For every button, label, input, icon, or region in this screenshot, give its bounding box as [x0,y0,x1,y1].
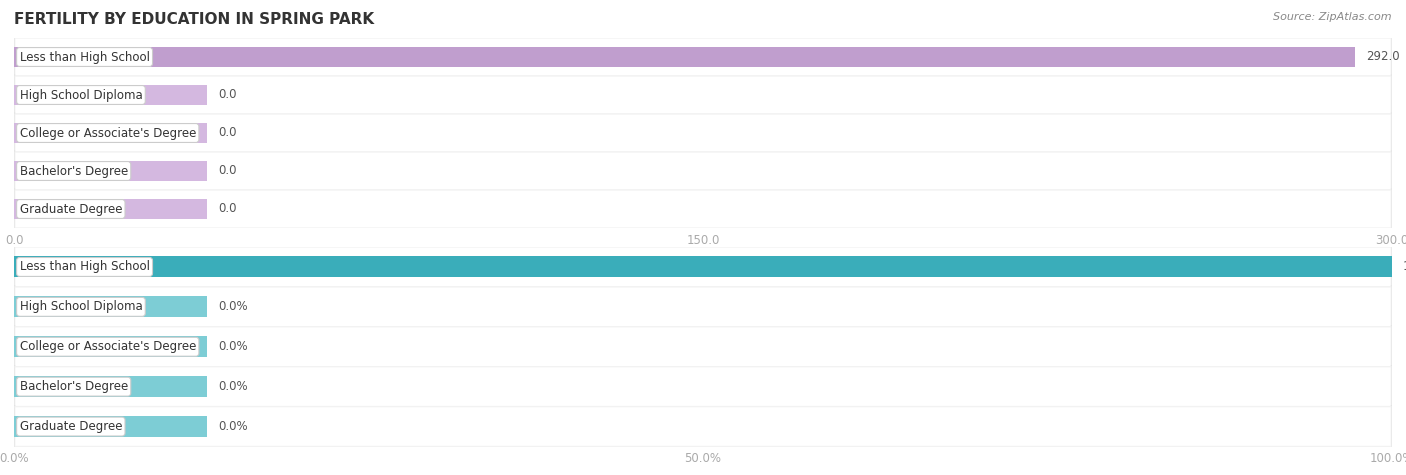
FancyBboxPatch shape [14,326,1392,368]
FancyBboxPatch shape [15,247,1391,286]
Bar [14,161,207,181]
Text: 0.0: 0.0 [218,126,236,140]
Text: 100.0%: 100.0% [1403,260,1406,274]
Text: Source: ZipAtlas.com: Source: ZipAtlas.com [1274,12,1392,22]
Text: College or Associate's Degree: College or Associate's Degree [20,126,195,140]
Text: Bachelor's Degree: Bachelor's Degree [20,164,128,178]
Bar [14,256,1392,277]
FancyBboxPatch shape [14,406,1392,447]
FancyBboxPatch shape [14,286,1392,328]
FancyBboxPatch shape [14,37,1392,77]
FancyBboxPatch shape [14,113,1392,153]
Text: High School Diploma: High School Diploma [20,300,142,314]
FancyBboxPatch shape [15,76,1391,114]
Bar [14,199,207,219]
FancyBboxPatch shape [14,151,1392,191]
Bar [14,256,1392,277]
Text: Less than High School: Less than High School [20,260,149,274]
FancyBboxPatch shape [15,407,1391,446]
FancyBboxPatch shape [14,246,1392,288]
FancyBboxPatch shape [14,189,1392,229]
FancyBboxPatch shape [15,367,1391,406]
Text: 0.0: 0.0 [218,164,236,178]
Text: Graduate Degree: Graduate Degree [20,420,122,433]
Text: Graduate Degree: Graduate Degree [20,202,122,216]
Bar [14,47,1355,67]
FancyBboxPatch shape [15,287,1391,326]
Text: High School Diploma: High School Diploma [20,88,142,102]
Bar [14,336,207,357]
Bar [14,376,207,397]
Text: FERTILITY BY EDUCATION IN SPRING PARK: FERTILITY BY EDUCATION IN SPRING PARK [14,12,374,27]
Text: 0.0%: 0.0% [218,420,247,433]
FancyBboxPatch shape [14,75,1392,115]
Text: Less than High School: Less than High School [20,50,149,64]
Text: 0.0%: 0.0% [218,340,247,353]
FancyBboxPatch shape [15,114,1391,152]
FancyBboxPatch shape [14,366,1392,408]
FancyBboxPatch shape [15,38,1391,76]
Text: 292.0: 292.0 [1367,50,1400,64]
Text: 0.0%: 0.0% [218,300,247,314]
Bar [14,296,207,317]
Text: Bachelor's Degree: Bachelor's Degree [20,380,128,393]
Bar [14,416,207,437]
Text: 0.0%: 0.0% [218,380,247,393]
Text: 0.0: 0.0 [218,88,236,102]
FancyBboxPatch shape [15,327,1391,366]
FancyBboxPatch shape [15,152,1391,190]
Text: 0.0: 0.0 [218,202,236,216]
Bar [14,123,207,143]
Text: College or Associate's Degree: College or Associate's Degree [20,340,195,353]
Bar [14,85,207,105]
Bar [14,47,1355,67]
FancyBboxPatch shape [15,190,1391,228]
